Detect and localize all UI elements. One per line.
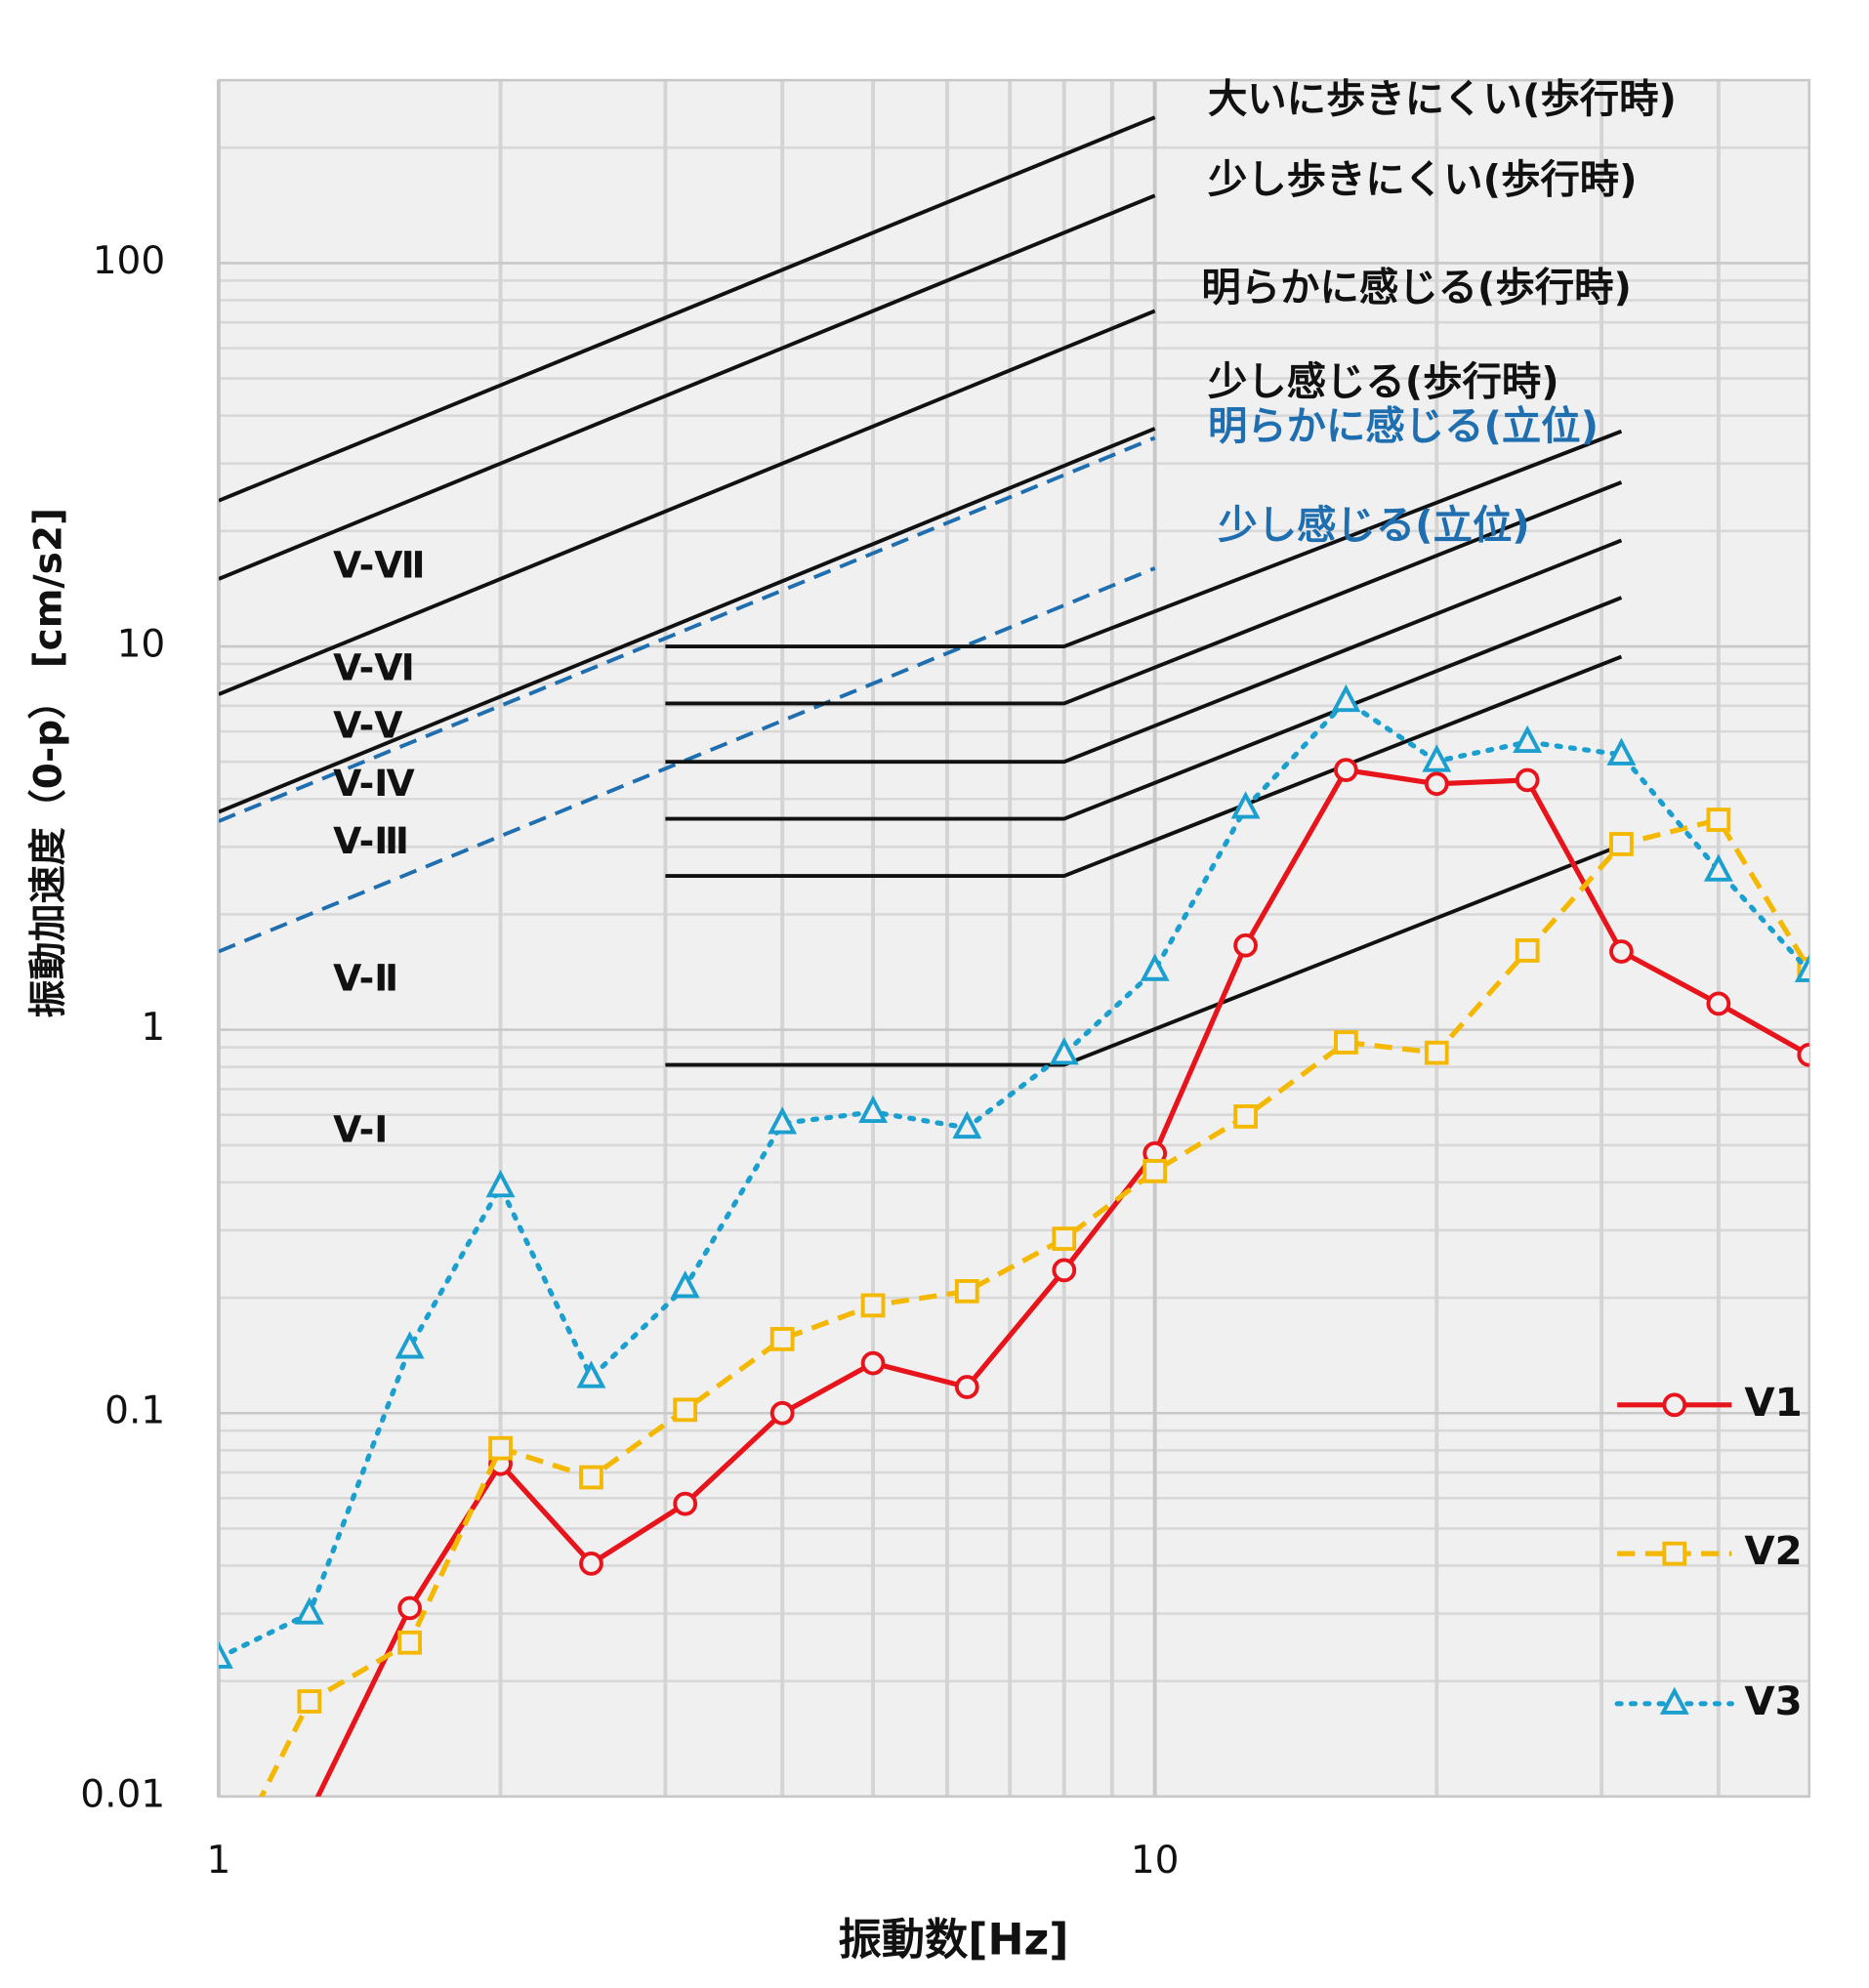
marker [488, 1435, 513, 1461]
marker [768, 1106, 798, 1135]
y-tick-label: 100 [93, 239, 166, 283]
marker [397, 1630, 423, 1655]
legend-label: V1 [1744, 1380, 1802, 1426]
marker [397, 1595, 423, 1621]
marker [299, 1803, 319, 1824]
marker [670, 1270, 700, 1299]
marker [673, 1397, 698, 1423]
marker [1233, 932, 1258, 958]
marker [1049, 1037, 1079, 1065]
reference-line [218, 427, 1156, 814]
rank-label: V-Ⅴ [333, 703, 403, 746]
rank-line [665, 480, 1623, 706]
marker [1797, 1042, 1809, 1067]
plot-area [218, 80, 1809, 1797]
rank-line [665, 843, 1623, 1067]
grid [216, 78, 1811, 1799]
marker [579, 1551, 603, 1576]
x-tick-label: 1 [207, 1839, 231, 1883]
marker [1706, 991, 1731, 1016]
x-tick-label: 10 [1131, 1839, 1180, 1883]
marker [1230, 791, 1261, 819]
marker [860, 1293, 886, 1318]
marker [1703, 853, 1733, 882]
reference-line [218, 566, 1156, 954]
marker [1422, 744, 1452, 772]
marker [485, 1169, 516, 1198]
reference-line [218, 193, 1156, 581]
y-tick-label: 1 [141, 1006, 165, 1050]
reference-label: 大いに歩きにくい(歩行時) [1208, 76, 1677, 122]
marker [1424, 771, 1449, 797]
marker [954, 1375, 979, 1399]
reference-label: 少し感じる(歩行時) [1208, 358, 1559, 404]
marker [1515, 938, 1540, 963]
marker [954, 1278, 979, 1304]
rank-line [665, 596, 1623, 821]
marker [860, 1350, 886, 1376]
marker [1331, 683, 1361, 713]
rank-label: V-Ⅳ [333, 762, 415, 805]
marker [1334, 1030, 1358, 1055]
marker [673, 1491, 698, 1516]
marker [1515, 767, 1540, 793]
reference-line [218, 115, 1156, 503]
marker [952, 1110, 982, 1139]
marker [294, 1596, 324, 1625]
rank-line [665, 538, 1623, 765]
data-series [218, 683, 1809, 1824]
reference-label: 明らかに感じる(歩行時) [1201, 265, 1631, 311]
series-line [218, 697, 1809, 1661]
reference-label: 少し歩きにくい(歩行時) [1208, 156, 1638, 202]
marker [1609, 939, 1634, 964]
marker [858, 1095, 889, 1123]
rank-label: V-Ⅰ [333, 1107, 388, 1150]
plot-border [217, 78, 1811, 1799]
y-axis-title: 振動加速度（0-p） [cm/s2] [27, 508, 71, 1017]
marker [297, 1689, 322, 1714]
rank-label: V-Ⅵ [333, 646, 415, 689]
rank-label: V-Ⅶ [333, 543, 425, 586]
marker [1659, 1686, 1689, 1715]
marker [1662, 1392, 1687, 1418]
rank-line [665, 654, 1623, 878]
reference-label: 少し感じる(立位) [1218, 502, 1529, 548]
marker [1052, 1226, 1077, 1252]
marker [1424, 1040, 1449, 1065]
legend-label: V3 [1744, 1678, 1802, 1724]
rank-label: V-Ⅱ [333, 956, 398, 999]
marker [1794, 954, 1809, 982]
marker [1706, 808, 1731, 832]
reference-lines [218, 115, 1623, 1067]
rank-label: V-Ⅲ [333, 819, 409, 862]
marker [1609, 832, 1634, 856]
marker [1606, 737, 1637, 766]
legend-label: V2 [1744, 1528, 1802, 1574]
rank-line [665, 429, 1623, 648]
marker [579, 1465, 603, 1490]
reference-line [218, 435, 1156, 823]
labels: 0.01 0.1 1 10 100 1 10 大いに歩きにくい(歩行時) 少し歩きにくい(歩行時… [80, 76, 1802, 1883]
marker [1662, 1541, 1687, 1566]
marker [1142, 1158, 1168, 1183]
marker [1334, 758, 1358, 782]
marker [576, 1360, 606, 1388]
marker [769, 1400, 795, 1426]
marker [769, 1327, 795, 1351]
y-tick-label: 0.1 [104, 1389, 165, 1433]
marker [395, 1331, 425, 1359]
marker [218, 1640, 233, 1669]
reference-label: 明らかに感じる(立位) [1208, 403, 1599, 449]
x-axis-title: 振動数[Hz] [839, 1916, 1069, 1966]
reference-line [218, 309, 1156, 696]
marker [1052, 1258, 1077, 1283]
y-tick-label: 0.01 [80, 1772, 165, 1816]
marker [1233, 1104, 1258, 1129]
y-tick-label: 10 [117, 623, 166, 667]
marker [1513, 725, 1543, 754]
marker [1140, 953, 1170, 981]
